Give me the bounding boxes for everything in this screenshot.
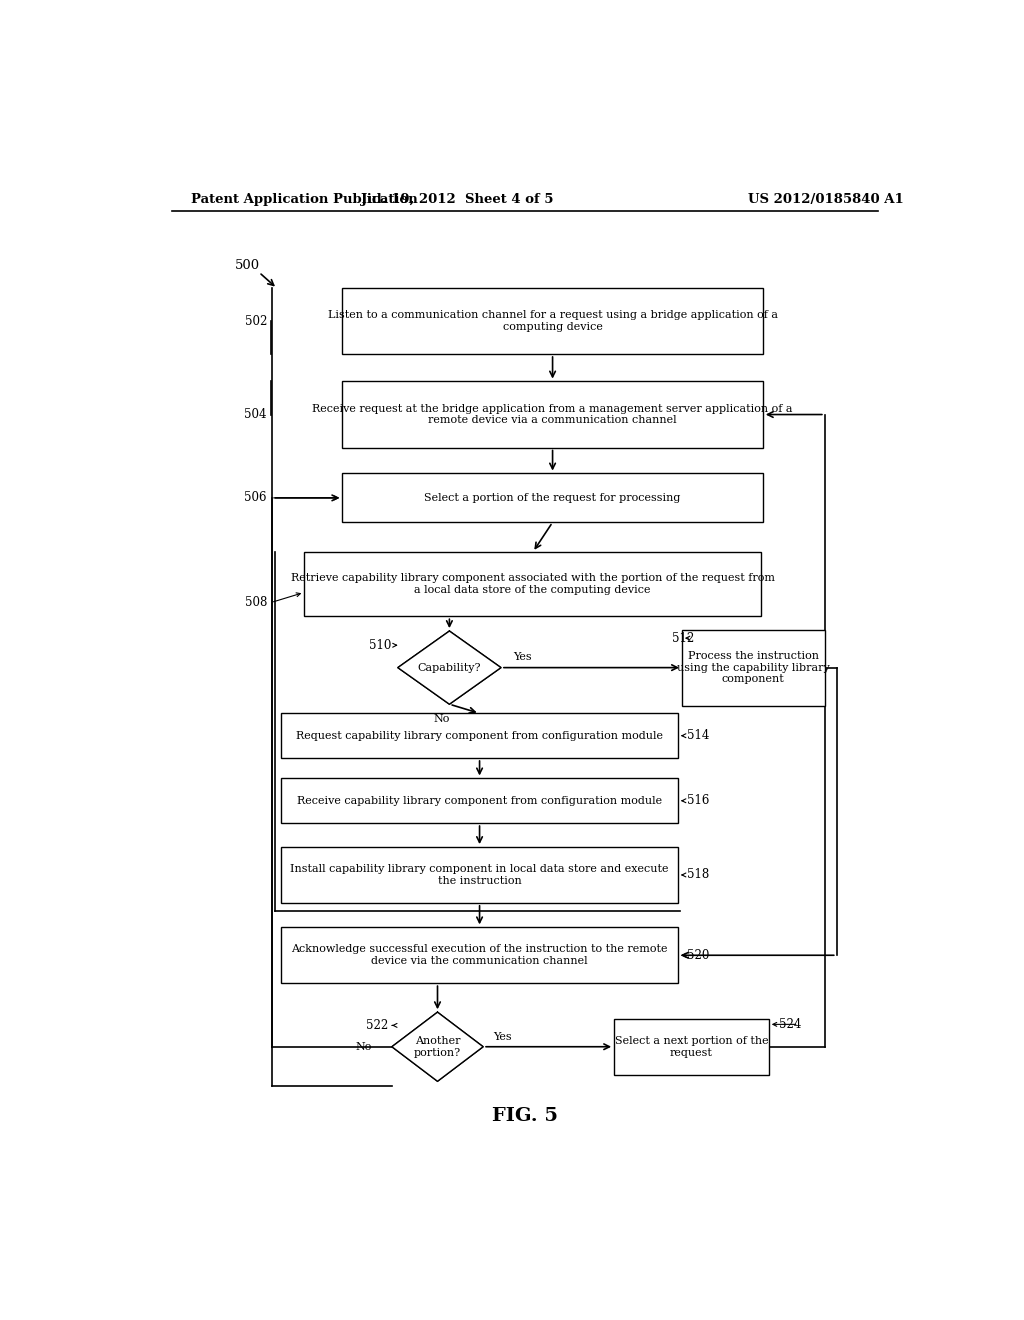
Bar	[342, 381, 763, 447]
Text: Patent Application Publication: Patent Application Publication	[191, 193, 418, 206]
Text: Jul. 19, 2012  Sheet 4 of 5: Jul. 19, 2012 Sheet 4 of 5	[361, 193, 554, 206]
Text: 516: 516	[687, 795, 710, 808]
Text: Request capability library component from configuration module: Request capability library component fro…	[296, 731, 664, 741]
Text: Select a portion of the request for processing: Select a portion of the request for proc…	[424, 492, 681, 503]
Text: Yes: Yes	[493, 1031, 511, 1041]
Text: Receive request at the bridge application from a management server application o: Receive request at the bridge applicatio…	[312, 404, 793, 425]
Text: Yes: Yes	[513, 652, 531, 663]
Text: 520: 520	[687, 949, 710, 962]
Text: 514: 514	[687, 729, 710, 742]
Bar	[682, 630, 824, 706]
Text: Listen to a communication channel for a request using a bridge application of a
: Listen to a communication channel for a …	[328, 310, 777, 331]
Text: 504: 504	[245, 408, 267, 421]
Text: Select a next portion of the
request: Select a next portion of the request	[614, 1036, 768, 1057]
Text: No: No	[433, 714, 450, 725]
Bar	[282, 928, 678, 983]
Text: 500: 500	[236, 259, 260, 272]
Text: Another
portion?: Another portion?	[414, 1036, 461, 1057]
Text: Install capability library component in local data store and execute
the instruc: Install capability library component in …	[291, 865, 669, 886]
Bar	[342, 474, 763, 523]
Text: 502: 502	[245, 314, 267, 327]
Bar	[342, 288, 763, 354]
Text: 522: 522	[366, 1019, 388, 1032]
Text: Retrieve capability library component associated with the portion of the request: Retrieve capability library component as…	[291, 573, 775, 595]
Text: Receive capability library component from configuration module: Receive capability library component fro…	[297, 796, 663, 805]
Bar	[614, 1019, 769, 1074]
Text: 510: 510	[369, 639, 391, 652]
Text: 518: 518	[687, 869, 710, 882]
Text: Capability?: Capability?	[418, 663, 481, 673]
Bar	[282, 847, 678, 903]
Bar	[304, 552, 761, 616]
Text: Acknowledge successful execution of the instruction to the remote
device via the: Acknowledge successful execution of the …	[291, 944, 668, 966]
Bar	[282, 713, 678, 758]
Polygon shape	[392, 1012, 483, 1081]
Text: 506: 506	[245, 491, 267, 504]
Text: Process the instruction
using the capability library
component: Process the instruction using the capabi…	[677, 651, 829, 684]
Text: 524: 524	[778, 1018, 801, 1031]
Text: 512: 512	[672, 632, 694, 644]
Text: No: No	[356, 1041, 373, 1052]
Text: FIG. 5: FIG. 5	[492, 1107, 558, 1125]
Text: 508: 508	[245, 597, 267, 609]
Polygon shape	[397, 631, 501, 704]
Bar	[282, 779, 678, 824]
Text: US 2012/0185840 A1: US 2012/0185840 A1	[749, 193, 904, 206]
